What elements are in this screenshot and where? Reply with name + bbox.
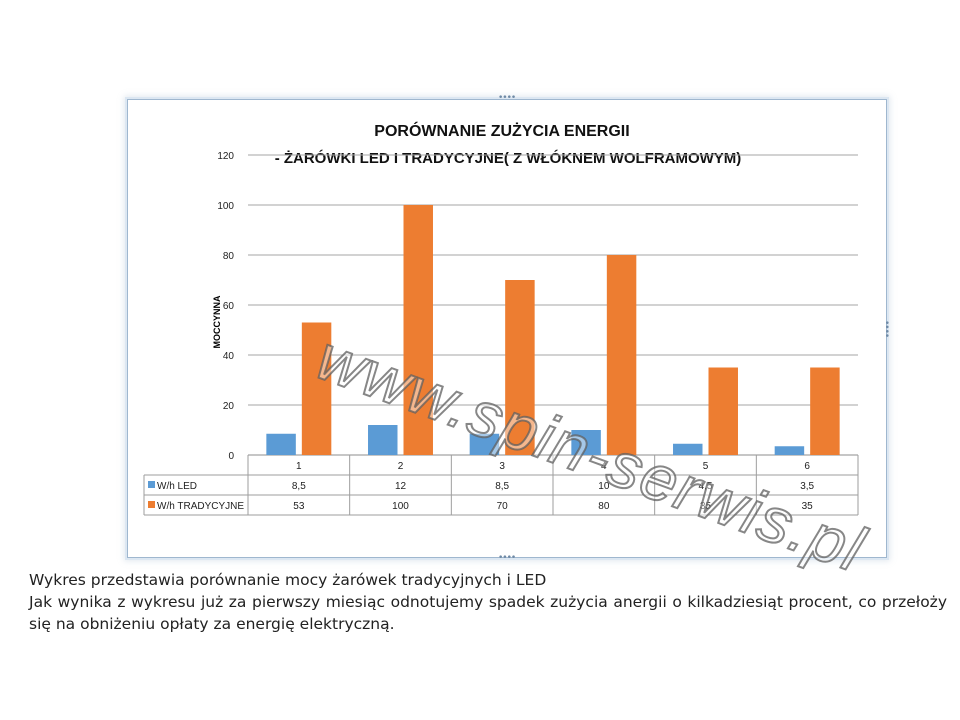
legend-label-tradycyjne: W/h TRADYCYJNE xyxy=(157,501,244,512)
legend-key-led xyxy=(148,481,155,488)
data-label: 80 xyxy=(598,501,610,512)
bar-led-6 xyxy=(774,446,805,455)
y-tick-label: 80 xyxy=(223,251,235,262)
caption-line-1: Wykres przedstawia porównanie mocy żarów… xyxy=(29,571,547,589)
bars xyxy=(266,205,840,455)
y-tick-label: 120 xyxy=(217,151,234,162)
x-category-label: 3 xyxy=(499,461,505,472)
y-tick-label: 20 xyxy=(223,401,235,412)
x-category-label: 4 xyxy=(601,461,607,472)
data-label: 35 xyxy=(802,501,814,512)
y-tick-label: 40 xyxy=(223,351,235,362)
caption: Wykres przedstawia porównanie mocy żarów… xyxy=(29,569,947,635)
x-category-label: 1 xyxy=(296,461,302,472)
chart-title-line-2: - ŻARÓWKI LED I TRADYCYJNE( Z WŁÓKNEM WO… xyxy=(275,149,742,167)
data-label: 100 xyxy=(392,501,409,512)
bar-led-2 xyxy=(368,425,398,455)
chart-svg: PORÓWNANIE ZUŻYCIA ENERGII - ŻARÓWKI LED… xyxy=(143,121,859,516)
bar-tradycyjne-4 xyxy=(606,255,637,455)
bar-led-3 xyxy=(469,433,500,455)
bar-led-5 xyxy=(673,443,703,455)
data-label: 4,5 xyxy=(699,481,713,492)
data-label: 70 xyxy=(497,501,509,512)
bar-tradycyjne-3 xyxy=(505,280,535,455)
bar-tradycyjne-6 xyxy=(810,367,840,455)
data-label: 12 xyxy=(395,481,407,492)
y-tick-label: 0 xyxy=(228,451,234,462)
chart-title-line-1: PORÓWNANIE ZUŻYCIA ENERGII xyxy=(374,121,629,140)
x-category-label: 2 xyxy=(398,461,404,472)
bar-tradycyjne-1 xyxy=(301,322,332,455)
resize-handle-top[interactable]: •••• xyxy=(498,93,516,103)
resize-handle-right[interactable]: •••• xyxy=(881,320,891,338)
chart-frame[interactable]: •••• •••• •••• PORÓWNANIE ZUŻYCIA ENERGI… xyxy=(127,94,891,587)
data-label: 8,5 xyxy=(292,481,306,492)
data-table: 1 2 3 4 5 6W/h LED 8,5 12 8,5 10 4,5 3,5W/h TRADYCY… xyxy=(143,455,859,516)
x-category-label: 6 xyxy=(804,461,810,472)
bar-tradycyjne-2 xyxy=(403,205,433,455)
data-label: 10 xyxy=(598,481,610,492)
y-tick-label: 60 xyxy=(223,301,235,312)
x-category-label: 5 xyxy=(703,461,709,472)
bar-led-4 xyxy=(571,430,601,455)
data-label: 8,5 xyxy=(495,481,509,492)
data-label: 3,5 xyxy=(800,481,814,492)
bar-led-1 xyxy=(266,433,296,455)
data-label: 53 xyxy=(293,501,305,512)
bar-tradycyjne-5 xyxy=(708,367,738,455)
y-tick-label: 100 xyxy=(217,201,234,212)
resize-handle-bottom[interactable]: •••• xyxy=(498,553,516,563)
y-tick-labels: 0 20 40 60 80 100 120 xyxy=(217,151,234,462)
legend-label-led: W/h LED xyxy=(157,481,197,492)
legend-key-tradycyjne xyxy=(148,501,155,508)
data-label: 35 xyxy=(700,501,712,512)
caption-line-2: Jak wynika z wykresu już za pierwszy mie… xyxy=(29,593,947,633)
y-axis-title: MOCCYNNA xyxy=(212,295,222,348)
gridlines xyxy=(248,154,858,456)
